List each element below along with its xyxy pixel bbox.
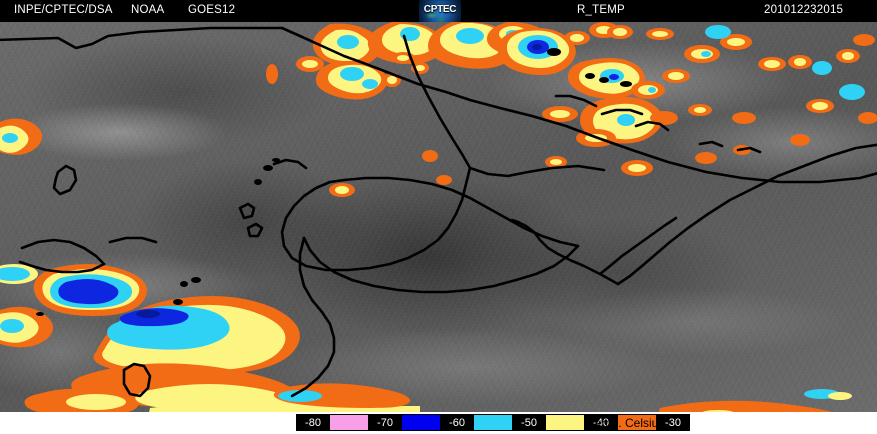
color-scale-legend: -80 -70 -60 -50 -40 -30 Temp. Celsius xyxy=(0,412,877,434)
legend-tick-0: -80 xyxy=(305,416,321,429)
globe-landmass-icon xyxy=(419,0,461,22)
convective-cells-northwest xyxy=(266,52,429,100)
legend-tick-1: -70 xyxy=(377,416,393,429)
coastline-vectors xyxy=(0,26,877,398)
header-timestamp: 201012232015 xyxy=(764,4,844,16)
header-institution: INPE/CPTEC/DSA xyxy=(14,4,113,16)
swatch-pink xyxy=(330,415,368,430)
isolated-convective-cells-interior xyxy=(329,134,810,197)
cptec-logo-text: CPTEC xyxy=(423,4,457,15)
island-markers xyxy=(36,48,632,316)
swatch-orange xyxy=(618,415,656,430)
legend-tick-3: -50 xyxy=(521,416,537,429)
swatch-cyan xyxy=(474,415,512,430)
convective-cells-northeast xyxy=(567,25,875,99)
satellite-image-canvas xyxy=(0,22,877,412)
mesoscale-convective-system-southwest xyxy=(0,264,420,412)
legend-tick-4: -40 xyxy=(593,416,609,429)
swatch-yellow xyxy=(546,415,584,430)
swatch-blue xyxy=(402,415,440,430)
legend-color-bar: -80 -70 -60 -50 -40 -30 xyxy=(296,414,690,431)
convective-cells-west-edge xyxy=(0,118,54,348)
legend-units-label: Temp. Celsius xyxy=(589,416,665,430)
header-agency: NOAA xyxy=(131,4,165,16)
header-product: R_TEMP xyxy=(577,4,625,16)
legend-tick-2: -60 xyxy=(449,416,465,429)
convective-streak-southeast xyxy=(658,389,852,412)
legend-tick-5: -30 xyxy=(665,416,681,429)
cptec-globe-logo: CPTEC xyxy=(419,0,461,22)
enhanced-temperature-overlay xyxy=(0,22,877,412)
header-bar: INPE/CPTEC/DSA NOAA GOES12 CPTEC R_TEMP … xyxy=(0,0,877,22)
header-satellite: GOES12 xyxy=(188,4,236,16)
